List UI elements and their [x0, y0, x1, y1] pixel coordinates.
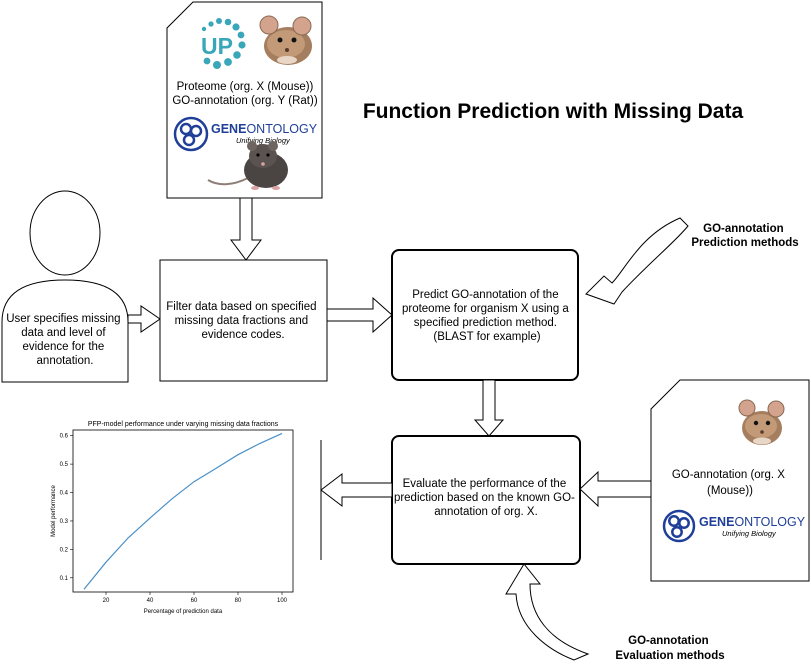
go-ontology-text: ONTOLOGY: [246, 122, 317, 136]
geneontology-logo: GENEONTOLOGY Unifying Biology: [173, 116, 318, 152]
arrow-doc-to-filter: [230, 197, 262, 261]
go-gene-text: GENE: [211, 122, 246, 136]
predict-text: Predict GO-annotation of the proteome fo…: [402, 289, 572, 343]
arrow-evalmethods-to-evaluate: [505, 563, 590, 661]
evaluate-box: [391, 435, 581, 565]
go-gene-text: GENE: [699, 515, 734, 529]
go-ontology-text: ONTOLOGY: [734, 515, 805, 529]
y-tick-label: 0.6: [60, 434, 69, 440]
go-tagline: Unifying Biology: [236, 136, 291, 145]
x-tick-label: 80: [235, 598, 242, 604]
x-tick-label: 100: [277, 598, 288, 604]
series-line: [83, 432, 283, 590]
geneontology-logo: GENEONTOLOGY Unifying Biology: [662, 509, 806, 543]
evaluation-methods-label: GO-annotation Evaluation methods: [615, 635, 724, 662]
rat-image: [207, 141, 288, 190]
arrow-filter-to-predict: [326, 296, 393, 334]
arrow-evaldoc-to-evaluate: [579, 470, 652, 508]
filter-box: [159, 259, 328, 382]
y-tick-label: 0.1: [60, 576, 69, 582]
mouse-image: [259, 15, 312, 65]
y-tick-label: 0.3: [60, 519, 69, 525]
user-icon: [1, 190, 129, 383]
go-tagline: Unifying Biology: [722, 529, 777, 538]
x-tick-label: 60: [191, 598, 198, 604]
eval-doc-text: GO-annotation (org. X (Mouse)): [672, 469, 788, 497]
evaluate-text: Evaluate the performance of the predicti…: [394, 478, 578, 518]
chart-plot-area: [72, 429, 294, 593]
chart-title: PFP-model performance under varying miss…: [88, 421, 279, 428]
evaluation-document: GO-annotation (org. X (Mouse)) GENEONTOL…: [650, 379, 810, 582]
svg-text:GENEONTOLOGY: GENEONTOLOGY: [699, 515, 806, 529]
chart-xlabel: Percentage of prediction data: [144, 609, 223, 615]
mouse-image: [738, 399, 785, 445]
filter-text: Filter data based on specified missing d…: [166, 301, 319, 341]
y-tick-label: 0.5: [60, 462, 69, 468]
performance-chart: PFP-model performance under varying miss…: [51, 421, 294, 615]
y-tick-label: 0.2: [60, 547, 69, 553]
source-document: UP Proteome (org. X (Mouse)) GO-annotati…: [166, 1, 323, 199]
x-tick-label: 20: [103, 598, 110, 604]
svg-text:GENEONTOLOGY: GENEONTOLOGY: [211, 122, 318, 136]
source-doc-line-1: Proteome (org. X (Mouse)): [177, 81, 314, 93]
y-tick-label: 0.4: [60, 491, 69, 497]
arrow-predict-to-evaluate: [473, 379, 505, 437]
arrow-user-to-filter: [127, 305, 161, 333]
source-doc-line-2: GO-annotation (org. Y (Rat)): [172, 95, 317, 107]
x-tick-label: 40: [147, 598, 154, 604]
uniprot-up-logo: UP: [201, 18, 246, 69]
page-title: Function Prediction with Missing Data: [363, 100, 744, 123]
prediction-methods-label: GO-annotation Prediction methods: [691, 223, 798, 249]
arrow-methods-to-predict: [585, 217, 689, 305]
predict-box: [391, 249, 579, 381]
arrow-evaluate-to-chart: [320, 472, 393, 508]
chart-ylabel: Model performance: [51, 484, 57, 536]
user-text: User specifies missing data and level of…: [6, 313, 124, 367]
up-logo-text: UP: [201, 33, 233, 59]
